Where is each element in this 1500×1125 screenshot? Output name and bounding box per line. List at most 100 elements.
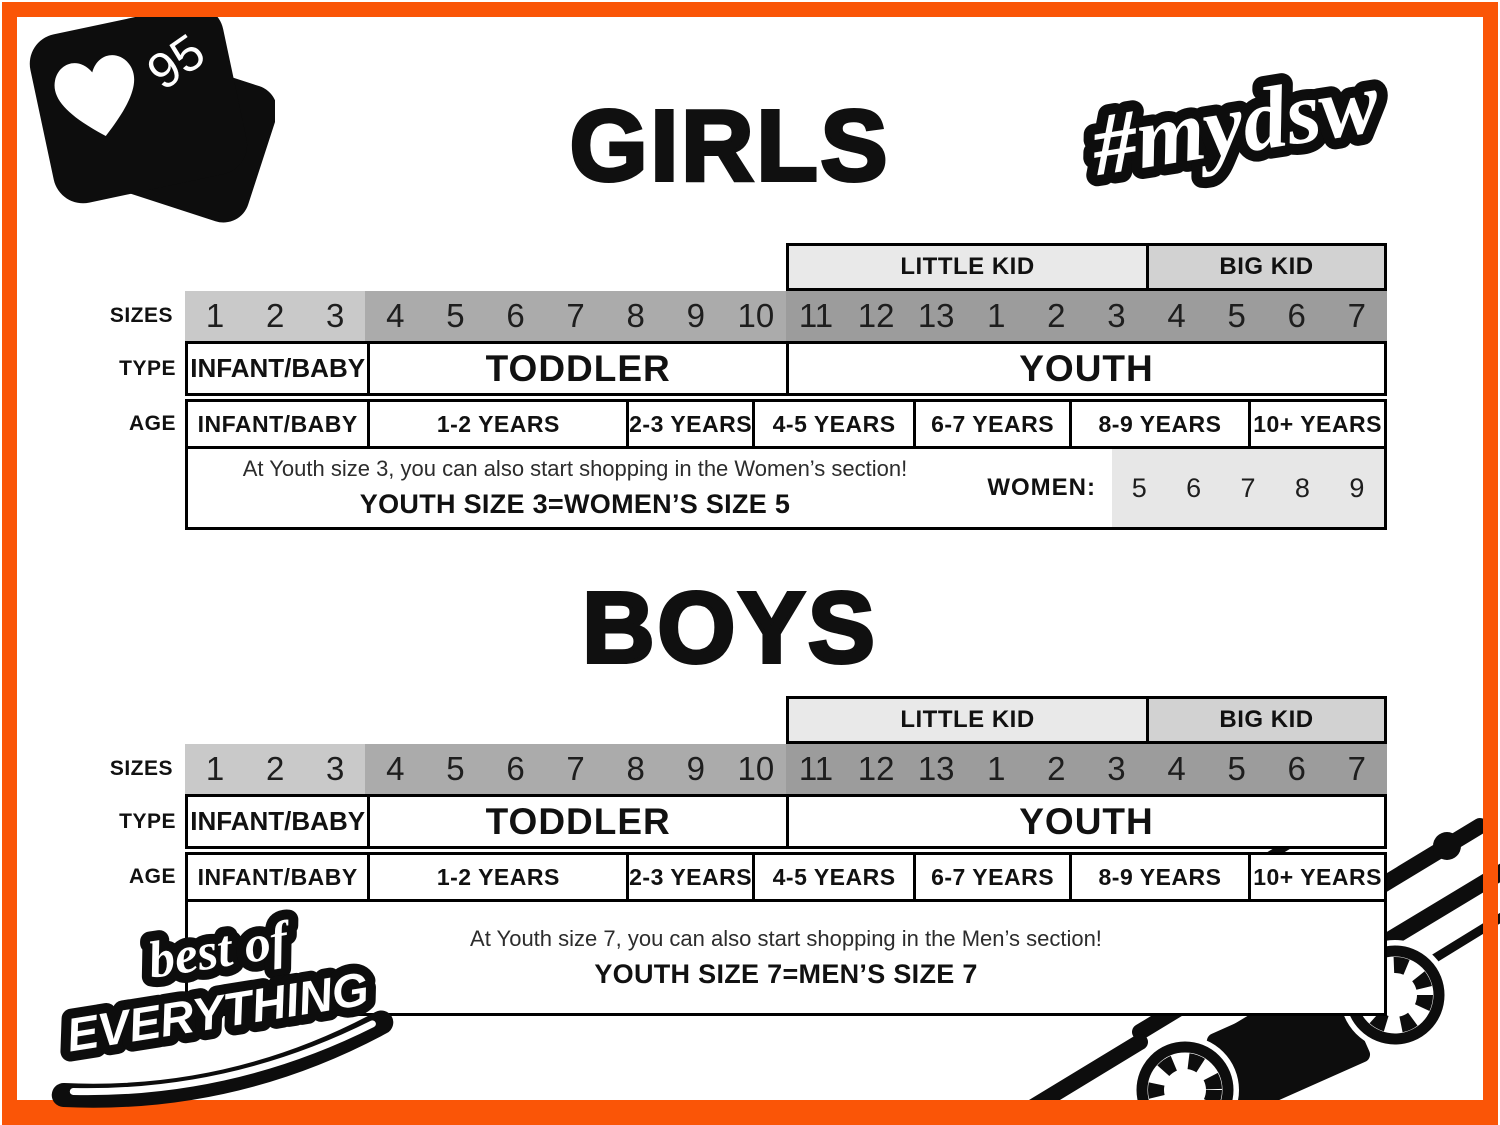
sticker-underline-inner [69,1020,376,1096]
size-cell: 5 [1206,291,1267,341]
boys-title: BOYS [580,572,878,684]
hashtag-mydsw-logo: #mydsw [1073,43,1396,206]
size-cell: 6 [1266,744,1327,794]
size-cell: 2 [1026,744,1087,794]
size-cell: 2 [245,291,306,341]
type-cell: INFANT/BABY [190,353,366,383]
best-of-everything-sticker: best of EVERYTHING [51,901,394,1108]
girls-note: At Youth size 3, you can also start shop… [200,449,950,527]
age-cell: 8-9 YEARS [1068,402,1248,446]
age-cell: 10+ YEARS [1248,402,1384,446]
age-cell: 2-3 YEARS [626,855,752,899]
size-cell: 4 [365,744,426,794]
age-cell: 2-3 YEARS [626,402,752,446]
sizes-row-label: SIZES [109,304,173,327]
boys-note-line1: At Youth size 7, you can also start shop… [470,925,1102,951]
age-cell: 8-9 YEARS [1068,855,1248,899]
sizes-row: SIZES 1 2 3 4 5 6 7 8 9 10 11 12 13 1 2 3 4 5 6 7 [110,291,1387,341]
age-row: AGE INFANT/BABY 1-2 YEARS 2-3 YEARS 4-5 YEA… [129,852,1387,902]
heart-icon [54,55,135,136]
size-cell: 13 [906,291,967,341]
boys-note: At Youth size 7, you can also start shop… [188,902,1384,1013]
type-cell: TODDLER [367,797,786,846]
size-cell: 10 [725,291,786,341]
size-cell: 9 [665,291,726,341]
size-cell: 6 [1266,291,1327,341]
age-cell: 4-5 YEARS [751,855,913,899]
kid-stage-header: LITTLE KID BIG KID [786,696,1387,744]
type-row-label: TYPE [119,809,176,833]
size-cell: 1 [185,744,246,794]
size-cell: 8 [605,291,666,341]
sizes-row-label: SIZES [109,757,173,780]
badge-front-shape [29,5,248,204]
size-cell: 12 [846,291,907,341]
age-cell: 1-2 YEARS [367,855,626,899]
size-cell: 2 [245,744,306,794]
size-cell: 4 [1146,291,1207,341]
size-cell: 7 [1326,291,1387,341]
size-cell: 12 [846,744,907,794]
type-cell: YOUTH [785,797,1384,846]
women-size: 9 [1349,472,1365,503]
girls-note-line1: At Youth size 3, you can also start shop… [242,456,908,481]
size-cell: 7 [545,291,606,341]
size-cell: 7 [1326,744,1387,794]
boys-size-table: LITTLE KID BIG KID SIZES 1 2 3 4 5 6 7 8 9 10 11 12… [110,696,1387,1016]
kid-stage-header: LITTLE KID BIG KID [786,243,1387,291]
sizes-row: SIZES 1 2 3 4 5 6 7 8 9 10 11 12 13 1 2 3 4 5 6 7 [110,744,1387,794]
type-row: TYPE INFANT/BABY TODDLER YOUTH [119,341,1387,396]
size-cell: 1 [185,291,246,341]
women-size: 7 [1240,472,1256,503]
cassette-screw [1433,832,1461,860]
girls-title: GIRLS [568,90,891,202]
like-badge-sticker: 95 [29,5,275,223]
type-cell: TODDLER [367,344,786,393]
size-cell: 4 [1146,744,1207,794]
little-kid-header: LITTLE KID [789,246,1146,288]
size-cell: 8 [605,744,666,794]
size-cell: 10 [725,744,786,794]
big-kid-header: BIG KID [1146,246,1384,288]
size-cell: 1 [966,744,1027,794]
size-cell: 3 [305,291,366,341]
size-cell: 5 [425,291,486,341]
size-cell: 13 [906,744,967,794]
age-row-label: AGE [128,412,176,435]
women-size: 5 [1131,472,1147,503]
size-cell: 11 [785,744,847,794]
age-cell: 6-7 YEARS [913,855,1068,899]
age-row: AGE INFANT/BABY 1-2 YEARS 2-3 YEARS 4-5 YEA… [129,399,1387,449]
size-cell: 2 [1026,291,1087,341]
age-row-label: AGE [128,865,176,888]
age-cell: 4-5 YEARS [751,402,913,446]
type-cell: INFANT/BABY [190,806,366,836]
size-cell: 1 [966,291,1027,341]
women-sizes-block: 5 6 7 8 9 [1112,449,1384,527]
age-cell: 10+ YEARS [1248,855,1384,899]
girls-note-row: At Youth size 3, you can also start shop… [185,449,1387,530]
size-cell: 4 [365,291,426,341]
women-label: WOMEN: [987,474,1096,501]
type-cell: YOUTH [785,344,1384,393]
size-cell: 9 [665,744,726,794]
girls-size-table: LITTLE KID BIG KID SIZES 1 2 3 4 5 6 7 8 9 10 11 12… [110,243,1387,530]
type-row-label: TYPE [119,356,176,380]
size-cell: 5 [425,744,486,794]
age-cell: 1-2 YEARS [367,402,626,446]
age-cell: INFANT/BABY [197,863,358,890]
boys-note-line2: YOUTH SIZE 7=MEN’S SIZE 7 [594,958,978,989]
boys-note-row: At Youth size 7, you can also start shop… [185,902,1387,1016]
size-cell: 11 [785,291,847,341]
little-kid-header: LITTLE KID [789,699,1146,741]
size-cell: 3 [1086,291,1147,341]
girls-note-line2: YOUTH SIZE 3=WOMEN’S SIZE 5 [359,489,791,519]
type-row: TYPE INFANT/BABY TODDLER YOUTH [119,794,1387,849]
age-cell: INFANT/BABY [197,410,358,437]
size-cell: 3 [1086,744,1147,794]
size-cell: 7 [545,744,606,794]
big-kid-header: BIG KID [1146,699,1384,741]
size-cell: 5 [1206,744,1267,794]
size-cell: 6 [485,291,546,341]
